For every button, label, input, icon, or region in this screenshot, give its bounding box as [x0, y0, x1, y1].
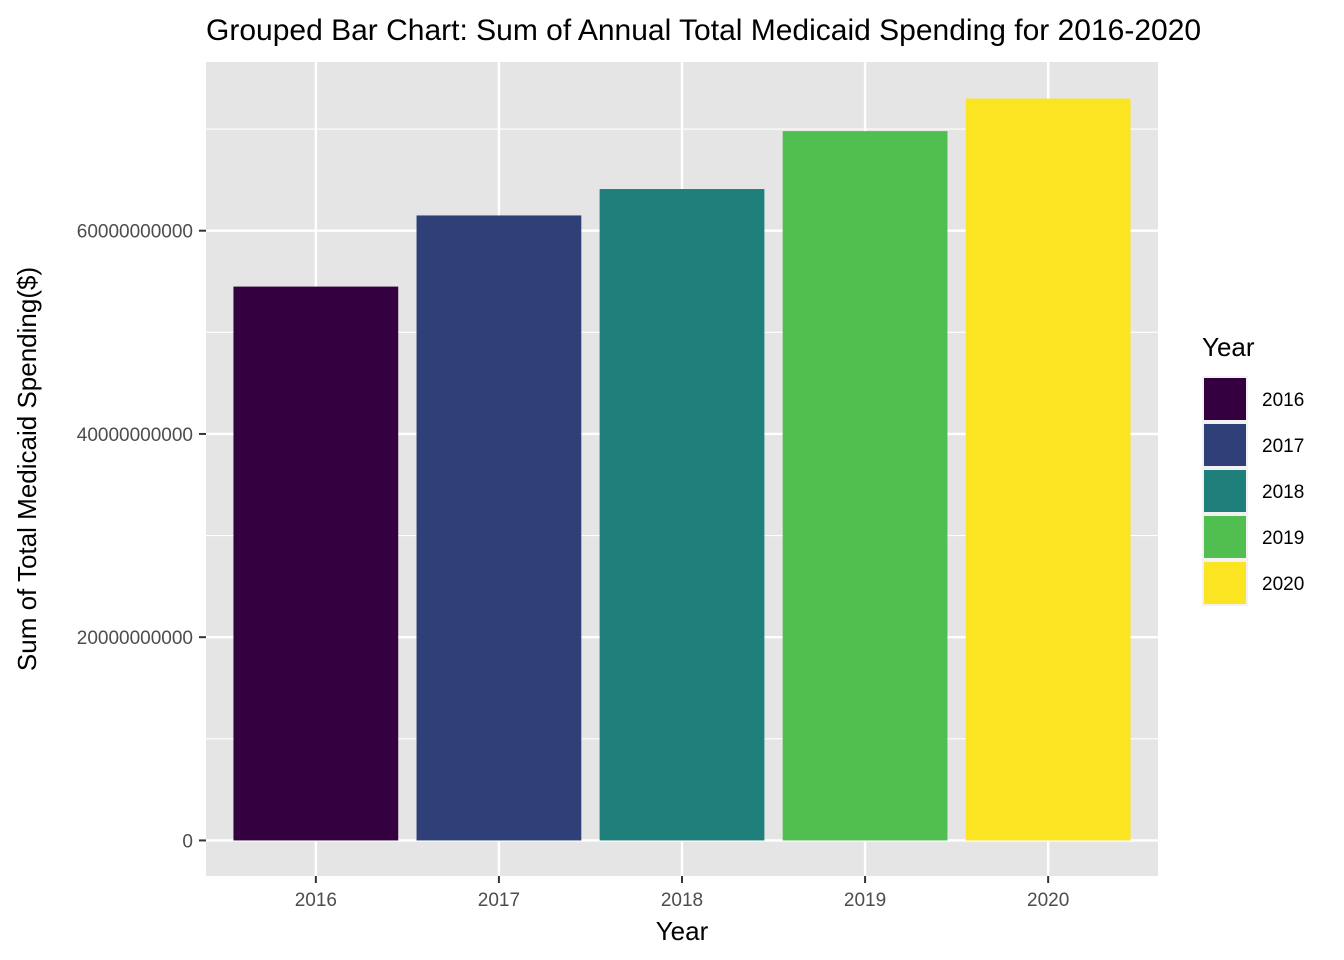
x-tick-label: 2018 [661, 890, 703, 911]
legend-label-2017: 2017 [1262, 436, 1304, 457]
legend-title: Year [1202, 332, 1255, 362]
legend-swatch-2016 [1204, 378, 1246, 420]
y-tick-label: 20000000000 [77, 628, 193, 649]
legend-label-2020: 2020 [1262, 574, 1304, 595]
legend: Year 2016 2017 2018 2019 2020 [1202, 332, 1304, 606]
x-axis: 2016 2017 2018 2019 2020 [295, 876, 1069, 911]
x-tick-label: 2020 [1027, 890, 1069, 911]
bar-2016 [233, 286, 399, 841]
legend-label-2016: 2016 [1262, 390, 1304, 411]
bar-2019 [782, 131, 948, 841]
bar-2020 [965, 98, 1131, 841]
y-axis-title: Sum of Total Medicaid Spending($) [12, 267, 42, 671]
x-tick-label: 2017 [478, 890, 520, 911]
legend-swatch-2017 [1204, 424, 1246, 466]
legend-swatch-2020 [1204, 562, 1246, 604]
x-axis-title: Year [656, 916, 709, 946]
bar-2017 [416, 215, 582, 841]
y-axis: 0 20000000000 40000000000 60000000000 [77, 222, 206, 852]
x-tick-label: 2019 [844, 890, 886, 911]
chart-title: Grouped Bar Chart: Sum of Annual Total M… [206, 14, 1201, 47]
y-tick-label: 60000000000 [77, 222, 193, 243]
legend-swatch-2018 [1204, 470, 1246, 512]
bar-2018 [599, 189, 765, 841]
y-tick-label: 0 [182, 831, 193, 852]
legend-swatch-2019 [1204, 516, 1246, 558]
legend-label-2018: 2018 [1262, 482, 1304, 503]
x-tick-label: 2016 [295, 890, 337, 911]
bars [233, 98, 1131, 841]
legend-label-2019: 2019 [1262, 528, 1304, 549]
y-tick-label: 40000000000 [77, 425, 193, 446]
